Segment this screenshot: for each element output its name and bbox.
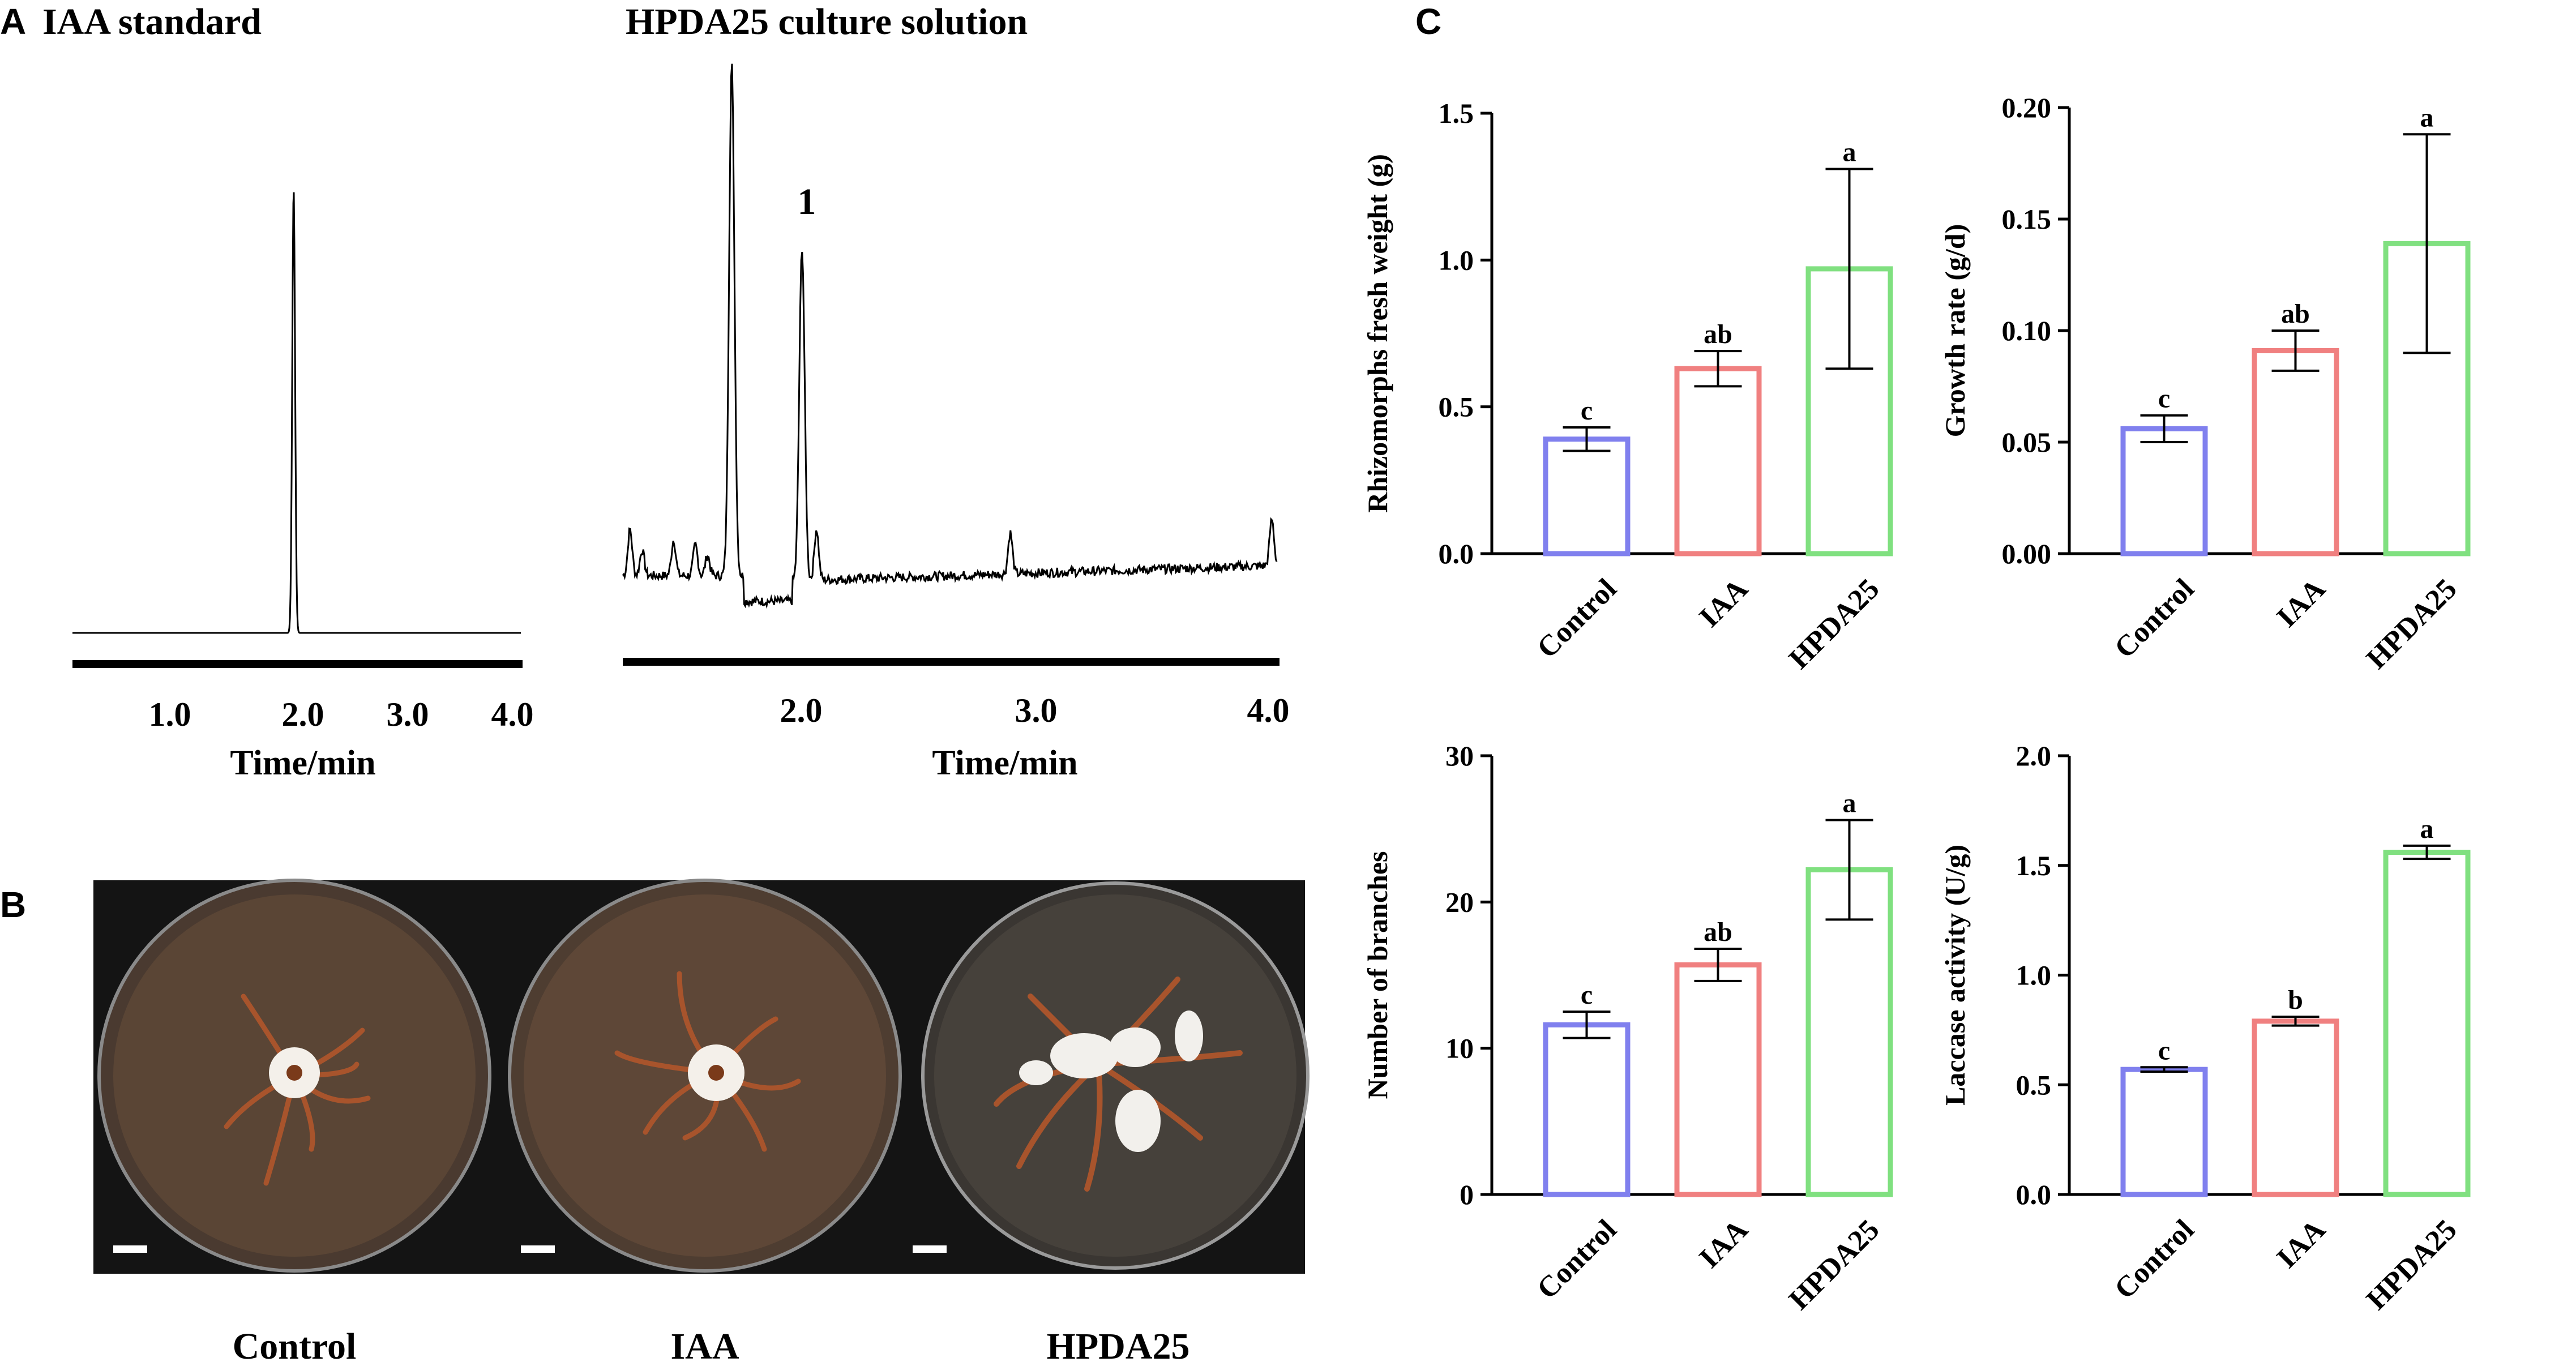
bar-chart-2: 0.00 0.05 0.10 0.15 0.20 Growth rate (g/d) c Co…: [1939, 92, 2471, 675]
x-category-label: HPDA25: [2360, 1214, 2463, 1316]
bar-chart-1: 0.0 0.5 1.0 1.5 Rhizomorphs fresh weight (g)…: [1362, 97, 1893, 675]
significance-letter: c: [1581, 980, 1593, 1010]
bar-iaa: [2252, 1018, 2339, 1197]
peak-label-1: 1: [798, 181, 816, 222]
y-tick-label: 1.0: [1439, 244, 1474, 276]
y-axis-label: Growth rate (g/d): [1939, 224, 1971, 438]
x-category-label: Control: [2108, 1214, 2200, 1305]
significance-letter: ab: [2281, 299, 2310, 329]
chromatogram-left-xlabel: Time/min: [230, 744, 375, 782]
y-tick-label: 1.5: [2016, 850, 2052, 881]
y-tick-label: 10: [1445, 1033, 1474, 1064]
plate-control-label: Control: [233, 1326, 357, 1366]
chromatogram-right-title: HPDA25 culture solution: [626, 1, 1028, 42]
plate-iaa: [508, 879, 902, 1273]
y-tick-label: 0.0: [2016, 1179, 2052, 1210]
panel-letter-b: B: [0, 884, 26, 925]
bar-chart-4: 0.0 0.5 1.0 1.5 2.0 Laccase activity (U/g) c Co…: [1939, 740, 2471, 1316]
significance-letter: a: [2420, 102, 2434, 132]
x-category-label: IAA: [2271, 1213, 2332, 1274]
chromatogram-right-trace: [622, 63, 1278, 609]
left-tick-3: 3.0: [387, 696, 429, 733]
chromatogram-left-title: IAA standard: [42, 1, 262, 42]
plate-hpda25: [913, 881, 1310, 1270]
bar-charts: 0.0 0.5 1.0 1.5 Rhizomorphs fresh weight (g)…: [1362, 92, 2471, 1316]
significance-letter: a: [1843, 789, 1856, 819]
y-tick-label: 0.10: [2002, 315, 2052, 346]
plate-iaa-scale-bar: [521, 1245, 555, 1253]
y-tick-label: 1.5: [1439, 97, 1474, 129]
y-tick-label: 0.05: [2002, 426, 2052, 458]
chromatogram-left-time-axis: [72, 660, 523, 668]
x-category-label: IAA: [1693, 1213, 1755, 1274]
y-tick-label: 2.0: [2016, 740, 2052, 772]
left-tick-4: 4.0: [491, 696, 534, 733]
y-axis-label: Number of branches: [1362, 851, 1393, 1099]
y-tick-label: 0.5: [1439, 391, 1474, 423]
bar-iaa: [2252, 348, 2339, 556]
chromatogram-right-xlabel: Time/min: [932, 744, 1077, 782]
plate-control: [97, 879, 491, 1273]
panel-letter-c: C: [1415, 1, 1441, 42]
plate-control-colony-center: [286, 1065, 302, 1081]
plate-hpda25-scale-bar: [913, 1245, 947, 1253]
bar-iaa: [1674, 366, 1762, 556]
x-category-label: HPDA25: [2360, 573, 2463, 675]
y-tick-label: 0.5: [2016, 1069, 2052, 1100]
significance-letter: c: [2158, 384, 2170, 414]
bar-control: [2120, 426, 2208, 556]
chromatogram-left: 1.0 2.0 3.0 4.0 Time/min: [72, 192, 534, 782]
bar-control: [1543, 436, 1631, 556]
right-tick-2: 3.0: [1015, 692, 1058, 729]
plate-photos: Control IAA HPDA25: [93, 879, 1310, 1366]
bar-hpda25: [2383, 850, 2471, 1197]
x-category-label: Control: [1531, 573, 1623, 665]
significance-letter: a: [2420, 814, 2434, 844]
chromatogram-left-trace: [72, 192, 521, 634]
chromatogram-right-time-axis: [623, 658, 1280, 666]
plate-iaa-colony-center: [708, 1065, 724, 1081]
bar-iaa: [1674, 962, 1762, 1197]
y-tick-label: 0.15: [2002, 203, 2052, 235]
bar-control: [1543, 1022, 1631, 1197]
significance-letter: a: [1843, 138, 1856, 168]
bar-chart-3: 0 10 20 30 Number of branches c Control ab IAA a H…: [1362, 740, 1893, 1316]
x-category-label: Control: [1531, 1214, 1623, 1305]
significance-letter: ab: [1704, 319, 1732, 349]
left-tick-1: 1.0: [149, 696, 191, 733]
y-axis-label: Rhizomorphs fresh weight (g): [1362, 154, 1393, 513]
y-tick-label: 20: [1445, 886, 1474, 918]
y-axis-label: Laccase activity (U/g): [1939, 845, 1971, 1106]
significance-letter: ab: [1704, 917, 1732, 947]
y-tick-label: 0.0: [1439, 538, 1474, 569]
significance-letter: c: [1581, 396, 1593, 426]
y-tick-label: 0.00: [2002, 538, 2052, 569]
panel-letter-a: A: [0, 1, 26, 42]
x-category-label: Control: [2108, 573, 2200, 665]
y-tick-label: 30: [1445, 740, 1474, 772]
plate-iaa-label: IAA: [670, 1326, 739, 1366]
plate-hpda25-label: HPDA25: [1047, 1326, 1190, 1366]
significance-letter: c: [2158, 1035, 2170, 1065]
significance-letter: b: [2288, 985, 2303, 1015]
x-category-label: IAA: [2271, 572, 2332, 633]
y-tick-label: 0: [1460, 1179, 1474, 1210]
left-tick-2: 2.0: [282, 696, 324, 733]
y-tick-label: 1.0: [2016, 960, 2052, 991]
chromatogram-right: 2.0 3.0 4.0 Time/min 1: [622, 63, 1290, 782]
x-category-label: HPDA25: [1783, 573, 1885, 675]
plate-hpda25-colonies: [1019, 1010, 1203, 1152]
y-tick-label: 0.20: [2002, 92, 2052, 123]
x-category-label: HPDA25: [1783, 1214, 1885, 1316]
x-category-label: IAA: [1693, 572, 1755, 633]
plate-control-scale-bar: [113, 1245, 147, 1253]
bar-control: [2120, 1067, 2208, 1197]
right-tick-3: 4.0: [1247, 692, 1290, 729]
right-tick-1: 2.0: [780, 692, 823, 729]
